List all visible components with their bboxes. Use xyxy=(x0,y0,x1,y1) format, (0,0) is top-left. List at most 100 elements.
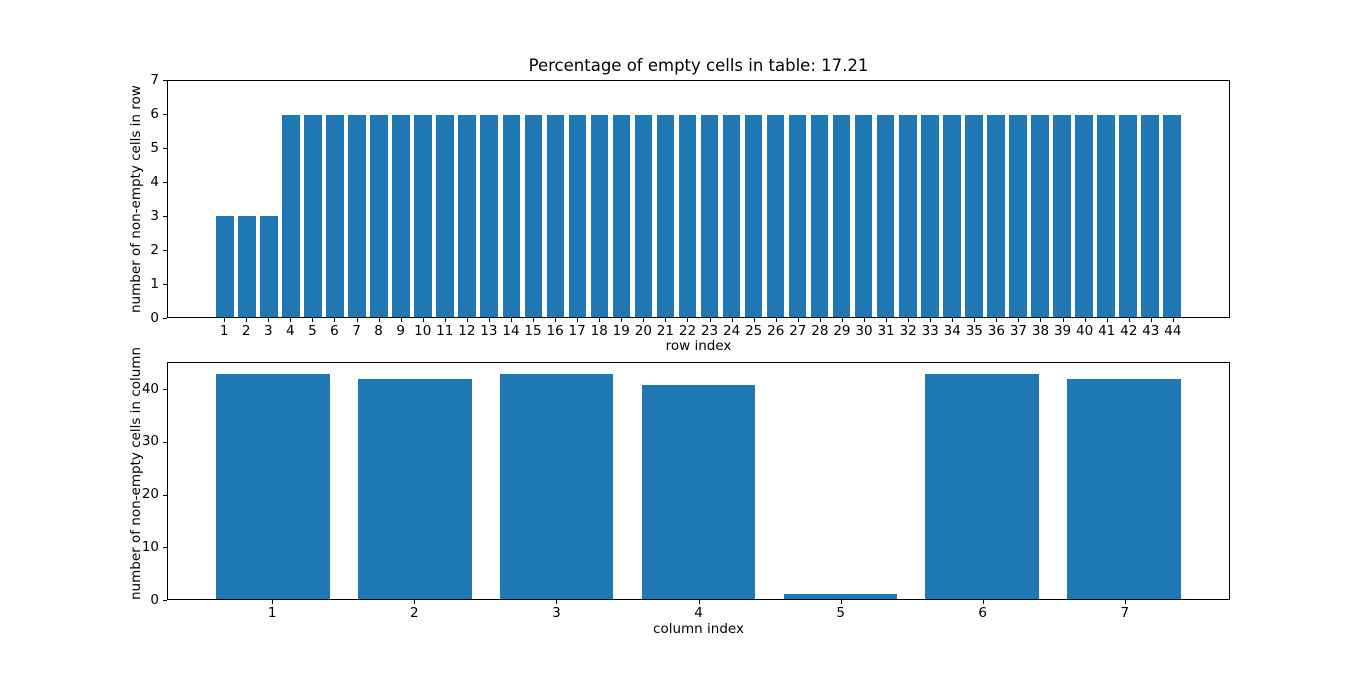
bar-16 xyxy=(546,114,565,317)
x-tick-mark xyxy=(312,318,314,322)
x-tick-label: 3 xyxy=(263,323,273,339)
bar-22 xyxy=(678,114,697,317)
bar-6 xyxy=(925,374,1039,599)
x-tick-label: 29 xyxy=(833,323,851,339)
bar-1 xyxy=(216,215,234,317)
x-tick-mark xyxy=(599,318,601,322)
x-tick-mark xyxy=(863,318,865,322)
y-tick-label: 3 xyxy=(150,207,159,224)
x-tick-label: 1 xyxy=(219,323,229,339)
bar-32 xyxy=(898,114,917,317)
x-tick-label: 14 xyxy=(502,323,520,339)
x-tick-label: 4 xyxy=(694,605,703,621)
bar-8 xyxy=(370,114,388,317)
x-tick-label: 19 xyxy=(612,323,630,339)
x-tick-label: 13 xyxy=(480,323,498,339)
row-chart-title: Percentage of empty cells in table: 17.2… xyxy=(528,56,869,75)
x-tick-mark xyxy=(356,318,358,322)
x-tick-label: 16 xyxy=(546,323,564,339)
y-tick-mark xyxy=(163,182,167,183)
x-tick-label: 44 xyxy=(1164,323,1182,339)
y-tick-mark xyxy=(163,284,167,285)
x-tick-label: 40 xyxy=(1076,323,1094,339)
y-tick-label: 2 xyxy=(150,241,159,258)
bar-9 xyxy=(392,114,410,317)
x-tick-label: 25 xyxy=(745,323,763,339)
x-tick-mark xyxy=(378,318,380,322)
x-tick-label: 7 xyxy=(1120,605,1130,621)
x-tick-mark xyxy=(268,318,270,322)
x-tick-mark xyxy=(224,318,226,322)
x-tick-mark xyxy=(1124,600,1126,604)
x-tick-label: 6 xyxy=(330,323,339,339)
x-tick-mark xyxy=(1128,318,1130,322)
x-tick-label: 6 xyxy=(978,605,988,621)
x-tick-mark xyxy=(643,318,645,322)
y-tick-label: 30 xyxy=(141,433,159,450)
x-tick-mark xyxy=(841,318,843,322)
bar-3 xyxy=(260,215,278,317)
x-tick-mark xyxy=(775,318,777,322)
bar-24 xyxy=(722,114,741,317)
x-tick-mark xyxy=(444,318,446,322)
x-tick-label: 42 xyxy=(1120,323,1138,339)
column-chart-ylabel: number of non-empty cells in column xyxy=(128,347,144,600)
bar-15 xyxy=(524,114,543,317)
x-tick-mark xyxy=(709,318,711,322)
bar-4 xyxy=(282,114,300,317)
x-tick-label: 38 xyxy=(1031,323,1050,339)
row-chart-xlabel: row index xyxy=(665,338,732,354)
x-tick-mark xyxy=(908,318,910,322)
bar-36 xyxy=(986,114,1005,317)
y-tick-mark xyxy=(163,250,167,251)
bar-11 xyxy=(436,114,455,317)
bar-40 xyxy=(1075,114,1093,317)
y-tick-mark xyxy=(163,216,167,217)
y-tick-mark xyxy=(163,389,167,391)
bar-28 xyxy=(810,114,829,317)
x-tick-label: 20 xyxy=(634,323,652,339)
x-tick-label: 36 xyxy=(987,323,1005,339)
y-tick-label: 0 xyxy=(150,309,159,326)
bar-12 xyxy=(458,114,477,317)
y-tick-mark xyxy=(163,441,167,443)
x-tick-label: 24 xyxy=(723,323,741,339)
x-tick-mark xyxy=(246,318,248,322)
bar-29 xyxy=(832,114,851,317)
bar-2 xyxy=(238,215,256,317)
x-tick-label: 37 xyxy=(1009,323,1027,339)
y-tick-mark xyxy=(163,148,167,149)
x-tick-label: 21 xyxy=(656,323,674,339)
y-tick-mark xyxy=(163,600,167,601)
x-tick-label: 1 xyxy=(267,605,277,621)
x-tick-mark xyxy=(1150,318,1152,322)
x-tick-label: 3 xyxy=(552,605,561,621)
x-tick-label: 32 xyxy=(899,323,917,339)
x-tick-mark xyxy=(1062,318,1064,322)
row-chart-axes xyxy=(167,80,1230,318)
x-tick-label: 39 xyxy=(1053,323,1072,339)
x-tick-mark xyxy=(819,318,821,322)
bar-44 xyxy=(1163,114,1181,317)
x-tick-mark xyxy=(840,600,842,604)
x-tick-mark xyxy=(577,318,579,322)
x-tick-label: 15 xyxy=(524,323,542,339)
bar-2 xyxy=(358,379,472,599)
bar-14 xyxy=(502,114,521,317)
bar-31 xyxy=(876,114,895,317)
x-tick-label: 2 xyxy=(241,323,251,339)
y-tick-label: 4 xyxy=(150,173,159,190)
x-tick-label: 17 xyxy=(568,323,586,339)
x-tick-label: 22 xyxy=(678,323,697,339)
x-tick-mark xyxy=(1106,318,1108,322)
column-chart-xlabel: column index xyxy=(653,621,744,637)
y-tick-label: 40 xyxy=(141,380,159,397)
bar-27 xyxy=(788,114,807,317)
x-tick-label: 5 xyxy=(836,605,845,621)
bar-37 xyxy=(1009,114,1027,317)
y-tick-mark xyxy=(163,114,167,115)
x-tick-mark xyxy=(555,318,557,322)
y-tick-label: 7 xyxy=(150,71,159,88)
x-tick-mark xyxy=(272,600,274,604)
x-tick-label: 28 xyxy=(811,323,829,339)
